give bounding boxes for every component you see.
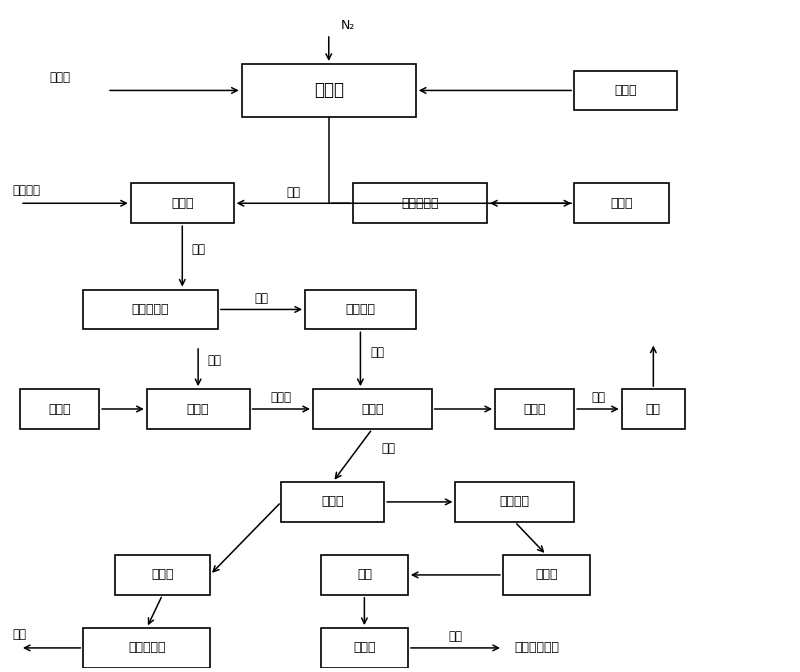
FancyBboxPatch shape bbox=[83, 628, 210, 668]
Text: 蒸汽: 蒸汽 bbox=[208, 354, 222, 367]
Text: 换热器: 换热器 bbox=[187, 403, 210, 415]
FancyBboxPatch shape bbox=[321, 555, 408, 595]
Text: 储料仓: 储料仓 bbox=[610, 197, 633, 210]
FancyBboxPatch shape bbox=[115, 555, 210, 595]
Text: 布袋除尘器: 布袋除尘器 bbox=[128, 641, 166, 655]
Text: 引发剂: 引发剂 bbox=[49, 71, 70, 84]
Text: 调制釜: 调制釜 bbox=[614, 84, 637, 97]
Text: 烟囱: 烟囱 bbox=[646, 403, 661, 415]
Text: 研磨包装工段: 研磨包装工段 bbox=[514, 641, 560, 655]
FancyBboxPatch shape bbox=[495, 389, 574, 429]
Text: 流化床: 流化床 bbox=[361, 403, 383, 415]
Text: 二次造粒机: 二次造粒机 bbox=[132, 303, 170, 316]
Text: 方筛: 方筛 bbox=[357, 569, 372, 581]
FancyBboxPatch shape bbox=[574, 71, 677, 110]
Text: 包装机: 包装机 bbox=[353, 641, 376, 655]
FancyBboxPatch shape bbox=[131, 183, 234, 223]
FancyBboxPatch shape bbox=[574, 183, 669, 223]
Text: 胶粒: 胶粒 bbox=[370, 346, 384, 360]
Text: 夹套热水: 夹套热水 bbox=[12, 183, 40, 197]
Text: 热空气: 热空气 bbox=[270, 391, 292, 405]
FancyBboxPatch shape bbox=[83, 290, 218, 329]
Text: 胶粒: 胶粒 bbox=[192, 243, 206, 256]
Text: 胶粒: 胶粒 bbox=[254, 292, 269, 305]
FancyBboxPatch shape bbox=[321, 628, 408, 668]
Text: 振动筛: 振动筛 bbox=[322, 495, 344, 509]
FancyBboxPatch shape bbox=[455, 482, 574, 522]
FancyBboxPatch shape bbox=[146, 389, 250, 429]
FancyBboxPatch shape bbox=[242, 64, 416, 117]
Text: 输料风机: 输料风机 bbox=[346, 303, 375, 316]
FancyBboxPatch shape bbox=[313, 389, 432, 429]
Text: 颗粒: 颗粒 bbox=[382, 442, 396, 456]
Text: 胶粒: 胶粒 bbox=[286, 185, 300, 199]
FancyBboxPatch shape bbox=[282, 482, 384, 522]
Text: 引风机: 引风机 bbox=[523, 403, 546, 415]
Text: 水解器: 水解器 bbox=[171, 197, 194, 210]
Text: 引风机: 引风机 bbox=[151, 569, 174, 581]
Text: 旋分离器: 旋分离器 bbox=[500, 495, 530, 509]
Text: 废气: 废气 bbox=[591, 391, 605, 405]
FancyBboxPatch shape bbox=[503, 555, 590, 595]
FancyBboxPatch shape bbox=[353, 183, 487, 223]
Text: 鼓风机: 鼓风机 bbox=[48, 403, 71, 415]
Text: N₂: N₂ bbox=[341, 19, 355, 32]
FancyBboxPatch shape bbox=[20, 389, 99, 429]
FancyBboxPatch shape bbox=[622, 389, 685, 429]
Text: 聚合釜: 聚合釜 bbox=[314, 81, 344, 99]
FancyBboxPatch shape bbox=[305, 290, 416, 329]
Text: 细粉: 细粉 bbox=[12, 628, 26, 641]
Text: 成品: 成品 bbox=[449, 630, 462, 643]
Text: 研磨机: 研磨机 bbox=[535, 569, 558, 581]
Text: 一次造粒机: 一次造粒机 bbox=[401, 197, 438, 210]
